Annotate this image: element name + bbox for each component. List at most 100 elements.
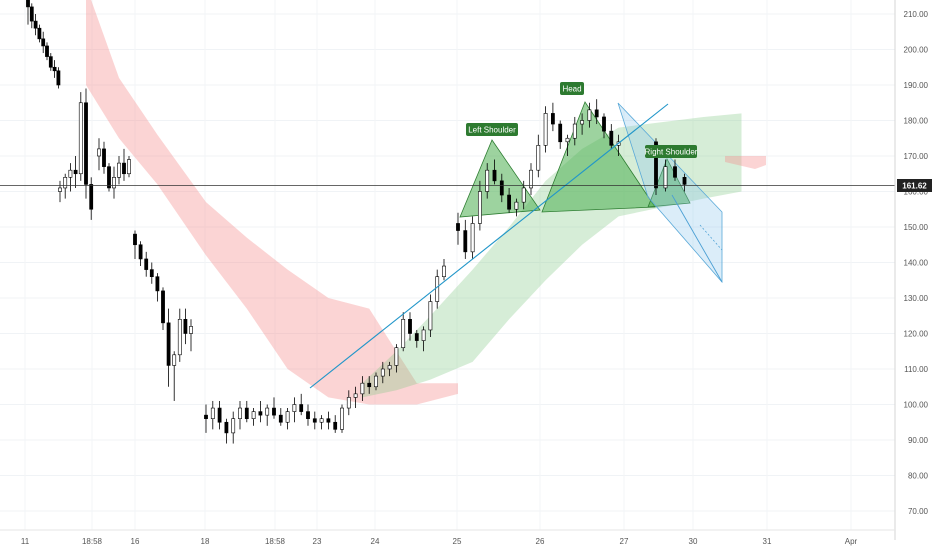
candle[interactable] bbox=[41, 31, 46, 54]
candle[interactable] bbox=[112, 166, 116, 199]
candle[interactable] bbox=[138, 241, 143, 267]
candle[interactable] bbox=[155, 273, 160, 302]
candle[interactable] bbox=[58, 180, 62, 203]
candle[interactable] bbox=[477, 180, 482, 231]
candle[interactable] bbox=[435, 269, 440, 309]
candle[interactable] bbox=[340, 404, 344, 433]
candle[interactable] bbox=[565, 134, 570, 156]
candle[interactable] bbox=[56, 67, 61, 89]
candle[interactable] bbox=[224, 418, 229, 444]
candle[interactable] bbox=[353, 386, 358, 409]
candle[interactable] bbox=[89, 177, 94, 220]
candle[interactable] bbox=[244, 400, 249, 423]
candle[interactable] bbox=[485, 163, 490, 199]
candle[interactable] bbox=[507, 187, 512, 213]
candle[interactable] bbox=[63, 173, 68, 199]
candle[interactable] bbox=[550, 102, 555, 132]
y-axis[interactable]: 210.00200.00190.00180.00170.00160.00150.… bbox=[894, 0, 932, 540]
candle[interactable] bbox=[122, 148, 126, 181]
candle[interactable] bbox=[414, 329, 419, 348]
candle[interactable] bbox=[29, 3, 34, 29]
candle[interactable] bbox=[265, 404, 270, 426]
candle[interactable] bbox=[587, 102, 592, 128]
candle[interactable] bbox=[682, 173, 687, 192]
candle[interactable] bbox=[133, 230, 137, 259]
candle[interactable] bbox=[33, 14, 38, 36]
candle[interactable] bbox=[52, 60, 57, 78]
candle[interactable] bbox=[166, 308, 171, 387]
candle[interactable] bbox=[558, 120, 563, 149]
candle[interactable] bbox=[326, 411, 331, 430]
candle[interactable] bbox=[387, 361, 392, 377]
candle[interactable] bbox=[272, 397, 276, 419]
candle[interactable] bbox=[258, 400, 263, 423]
candle[interactable] bbox=[609, 124, 614, 149]
candle[interactable] bbox=[107, 163, 111, 192]
candle[interactable] bbox=[189, 319, 193, 352]
candle[interactable] bbox=[572, 116, 577, 146]
candle[interactable] bbox=[102, 141, 106, 174]
candle[interactable] bbox=[536, 134, 541, 178]
candle[interactable] bbox=[346, 390, 351, 416]
candle[interactable] bbox=[97, 138, 101, 171]
projection-line[interactable] bbox=[671, 194, 723, 283]
candle[interactable] bbox=[26, 0, 30, 25]
candle[interactable] bbox=[514, 198, 519, 217]
candle[interactable] bbox=[442, 258, 446, 281]
candle[interactable] bbox=[183, 308, 188, 345]
candle[interactable] bbox=[48, 53, 53, 71]
candle[interactable] bbox=[333, 415, 338, 433]
candle[interactable] bbox=[663, 159, 668, 192]
candle[interactable] bbox=[149, 262, 154, 284]
candle[interactable] bbox=[177, 308, 182, 362]
candle[interactable] bbox=[367, 376, 372, 394]
candle[interactable] bbox=[217, 400, 222, 430]
x-axis[interactable]: 11 18:58 16 18 18:58 23 24 25 26 27 30 31 Apr bbox=[0, 529, 895, 546]
candle[interactable] bbox=[456, 212, 460, 245]
candle[interactable] bbox=[231, 411, 236, 444]
rising-trend-line[interactable] bbox=[309, 103, 669, 389]
candle[interactable] bbox=[144, 251, 149, 277]
candle[interactable] bbox=[421, 326, 426, 352]
candle[interactable] bbox=[470, 216, 475, 259]
candle[interactable] bbox=[428, 294, 433, 338]
left-shoulder-triangle[interactable] bbox=[459, 139, 541, 218]
candlesticks[interactable] bbox=[26, 0, 687, 444]
candle[interactable] bbox=[299, 393, 304, 416]
candle[interactable] bbox=[45, 42, 49, 61]
candle[interactable] bbox=[292, 397, 297, 423]
candle[interactable] bbox=[594, 99, 599, 125]
trend-lines[interactable] bbox=[309, 103, 669, 389]
head-and-shoulders-pattern[interactable] bbox=[459, 101, 723, 284]
candle[interactable] bbox=[360, 376, 365, 401]
candle[interactable] bbox=[161, 287, 165, 330]
candle[interactable] bbox=[127, 156, 131, 178]
candle[interactable] bbox=[602, 113, 606, 139]
candle[interactable] bbox=[374, 372, 378, 391]
candle[interactable] bbox=[73, 156, 78, 188]
candle[interactable] bbox=[285, 408, 290, 430]
candle[interactable] bbox=[529, 163, 533, 196]
head-triangle[interactable] bbox=[541, 101, 656, 213]
candle[interactable] bbox=[238, 400, 242, 430]
candle[interactable] bbox=[84, 88, 88, 199]
candle[interactable] bbox=[380, 361, 385, 384]
candle[interactable] bbox=[499, 173, 504, 203]
candle[interactable] bbox=[37, 24, 42, 43]
candle[interactable] bbox=[78, 92, 83, 181]
candle[interactable] bbox=[463, 219, 468, 259]
candle[interactable] bbox=[251, 408, 256, 426]
candle[interactable] bbox=[408, 312, 412, 341]
candle[interactable] bbox=[580, 113, 585, 135]
candle[interactable] bbox=[117, 156, 121, 185]
candle[interactable] bbox=[543, 106, 548, 153]
candle[interactable] bbox=[278, 408, 283, 426]
candle[interactable] bbox=[172, 351, 177, 401]
candle[interactable] bbox=[68, 163, 73, 192]
candle[interactable] bbox=[394, 344, 399, 373]
candle[interactable] bbox=[401, 312, 406, 352]
candle[interactable] bbox=[306, 404, 310, 426]
candle[interactable] bbox=[204, 404, 208, 433]
candle[interactable] bbox=[210, 400, 215, 430]
